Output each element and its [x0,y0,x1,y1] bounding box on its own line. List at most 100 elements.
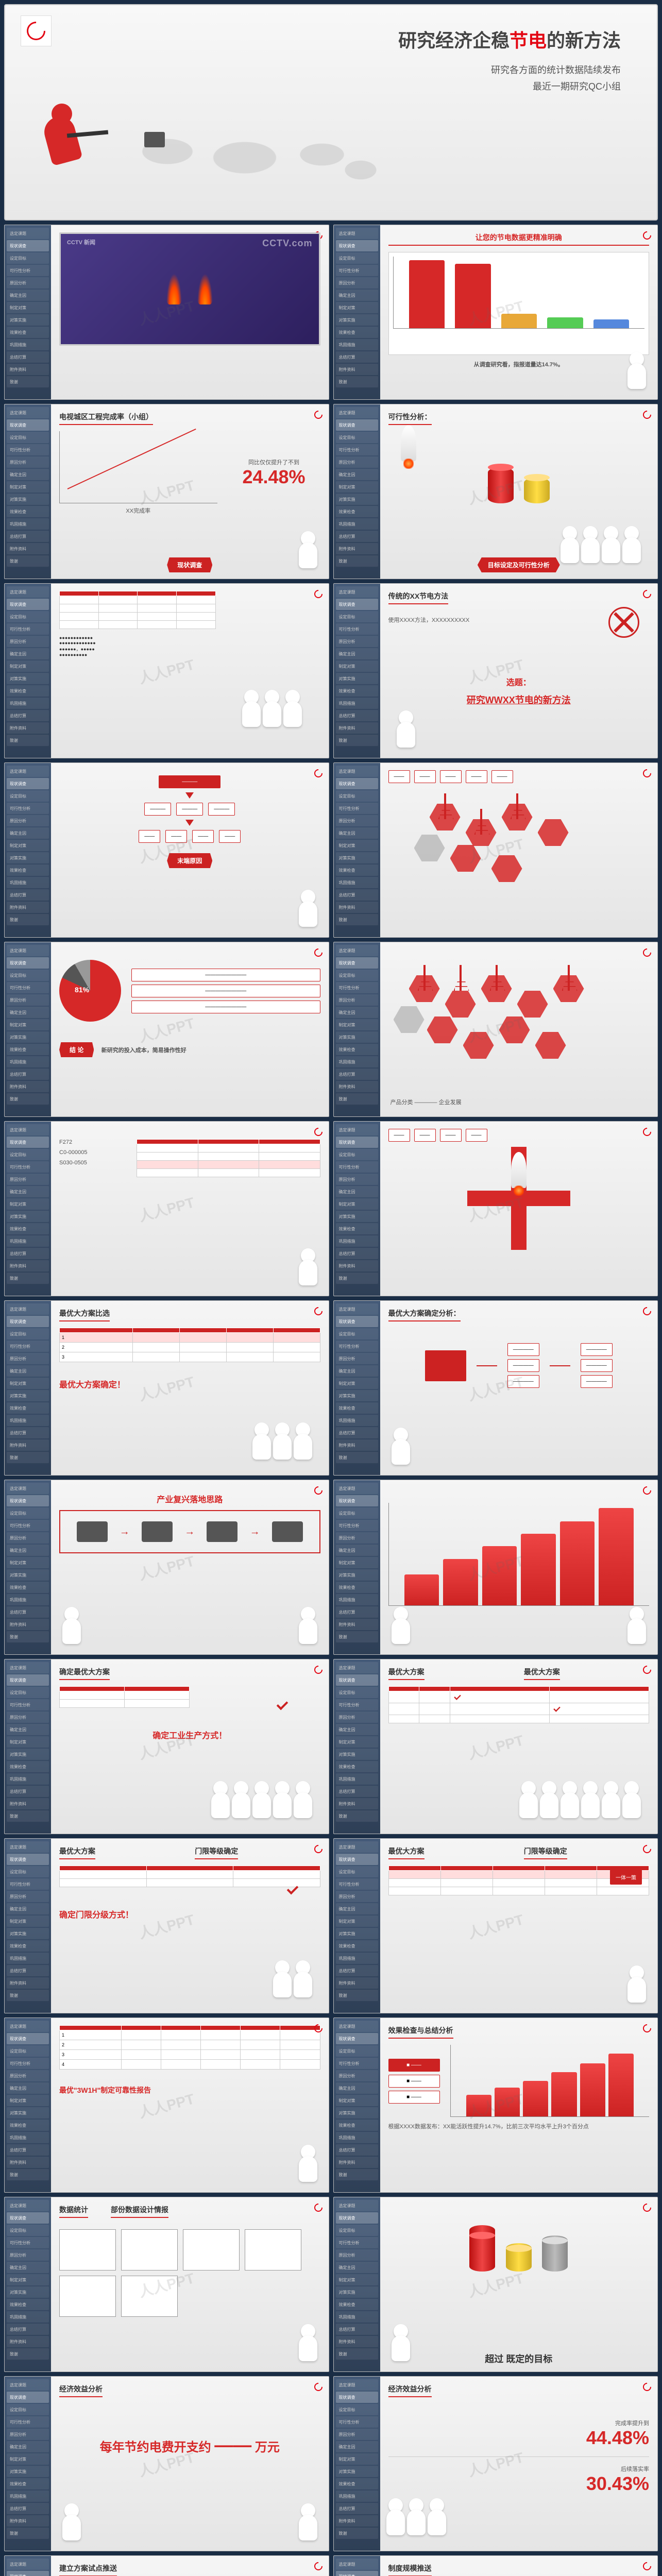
sidebar-item[interactable]: 制定对策 [7,660,49,672]
sidebar-item[interactable]: 巩固措施 [336,1594,378,1605]
sidebar-item[interactable]: 可行性分析 [7,265,49,276]
sidebar-item[interactable]: 确定主因 [336,1545,378,1556]
sidebar-item[interactable]: 确定主因 [336,1365,378,1377]
sidebar-item[interactable]: 效果检查 [336,1223,378,1234]
sidebar-item[interactable]: 总结打算 [336,1786,378,1797]
sidebar-item[interactable]: 致谢 [336,2528,378,2539]
sidebar-item[interactable]: 选定课题 [336,766,378,777]
sidebar-item[interactable]: 附件资料 [7,1798,49,1809]
sidebar-item[interactable]: 致谢 [336,555,378,567]
sidebar-item[interactable]: 制定对策 [336,481,378,493]
sidebar-item[interactable]: 确定主因 [336,2082,378,2094]
sidebar-item[interactable]: 设定目标 [336,2225,378,2236]
sidebar-item[interactable]: 制定对策 [7,2453,49,2465]
sidebar-item[interactable]: 可行性分析 [7,1341,49,1352]
sidebar-item[interactable]: 现状调查 [336,419,378,431]
sidebar-item[interactable]: 制定对策 [336,2453,378,2465]
sidebar-item[interactable]: 对策实施 [7,2466,49,2477]
sidebar-item[interactable]: 效果检查 [336,1761,378,1772]
sidebar-item[interactable]: 现状调查 [336,599,378,610]
sidebar-item[interactable]: 确定主因 [7,1724,49,1735]
sidebar-item[interactable]: 效果检查 [7,327,49,338]
sidebar-item[interactable]: 原因分析 [7,456,49,468]
sidebar-item[interactable]: 致谢 [7,2528,49,2539]
sidebar-item[interactable]: 附件资料 [336,543,378,554]
sidebar-item[interactable]: 巩固措施 [7,1594,49,1605]
sidebar-item[interactable]: 确定主因 [7,2441,49,2452]
sidebar-item[interactable]: 可行性分析 [7,444,49,455]
sidebar-item[interactable]: 确定主因 [7,1545,49,1556]
sidebar-item[interactable]: 制定对策 [336,1378,378,1389]
sidebar-item[interactable]: 选定课题 [7,1662,49,1673]
sidebar-item[interactable]: 可行性分析 [336,1699,378,1710]
sidebar-item[interactable]: 效果检查 [336,1402,378,1414]
sidebar-item[interactable]: 选定课题 [336,1124,378,1136]
sidebar-item[interactable]: 总结打算 [336,710,378,721]
sidebar-item[interactable]: 现状调查 [336,2571,378,2576]
sidebar-item[interactable]: 原因分析 [7,2070,49,2081]
sidebar-item[interactable]: 制定对策 [7,302,49,313]
sidebar-item[interactable]: 制定对策 [336,2274,378,2285]
sidebar-item[interactable]: 设定目标 [336,790,378,802]
sidebar-item[interactable]: 总结打算 [336,2144,378,2156]
sidebar-item[interactable]: 原因分析 [336,1353,378,1364]
sidebar-item[interactable]: 可行性分析 [7,803,49,814]
sidebar-item[interactable]: 确定主因 [7,648,49,659]
sidebar-item[interactable]: 致谢 [336,1273,378,1284]
sidebar-item[interactable]: 附件资料 [336,902,378,913]
sidebar-item[interactable]: 总结打算 [336,1965,378,1976]
sidebar-item[interactable]: 总结打算 [7,1786,49,1797]
sidebar-item[interactable]: 选定课题 [7,586,49,598]
sidebar-item[interactable]: 选定课题 [336,1303,378,1315]
sidebar-item[interactable]: 原因分析 [336,2429,378,2440]
sidebar-item[interactable]: 选定课题 [7,2021,49,2032]
sidebar-item[interactable]: 现状调查 [336,778,378,789]
sidebar-item[interactable]: 选定课题 [7,2558,49,2570]
sidebar-item[interactable]: 设定目标 [336,1866,378,1877]
sidebar-item[interactable]: 总结打算 [336,531,378,542]
sidebar-item[interactable]: 巩固措施 [7,1235,49,1247]
sidebar-item[interactable]: 巩固措施 [7,877,49,888]
sidebar-item[interactable]: 现状调查 [7,1495,49,1506]
sidebar-item[interactable]: 确定主因 [336,1724,378,1735]
sidebar-item[interactable]: 附件资料 [7,2157,49,2168]
sidebar-item[interactable]: 设定目标 [7,1149,49,1160]
sidebar-item[interactable]: 效果检查 [336,2299,378,2310]
sidebar-item[interactable]: 选定课题 [336,586,378,598]
sidebar-item[interactable]: 效果检查 [7,2478,49,2489]
sidebar-item[interactable]: 现状调查 [7,1674,49,1686]
sidebar-item[interactable]: 对策实施 [7,494,49,505]
sidebar-item[interactable]: 制定对策 [7,2274,49,2285]
sidebar-item[interactable]: 巩固措施 [7,1953,49,1964]
sidebar-item[interactable]: 效果检查 [7,1761,49,1772]
sidebar-item[interactable]: 确定主因 [336,1186,378,1197]
sidebar-item[interactable]: 制定对策 [7,1019,49,1030]
sidebar-item[interactable]: 可行性分析 [336,803,378,814]
sidebar-item[interactable]: 附件资料 [336,1977,378,1989]
sidebar-item[interactable]: 对策实施 [336,2107,378,2119]
sidebar-item[interactable]: 设定目标 [336,432,378,443]
sidebar-item[interactable]: 现状调查 [336,1495,378,1506]
sidebar-item[interactable]: 总结打算 [7,531,49,542]
sidebar-item[interactable]: 总结打算 [336,2503,378,2514]
sidebar-item[interactable]: 设定目标 [7,1328,49,1340]
sidebar-item[interactable]: 对策实施 [336,1749,378,1760]
sidebar-item[interactable]: 现状调查 [336,2033,378,2044]
sidebar-item[interactable]: 选定课题 [7,1841,49,1853]
sidebar-item[interactable]: 附件资料 [7,543,49,554]
sidebar-item[interactable]: 效果检查 [336,1044,378,1055]
sidebar-item[interactable]: 对策实施 [7,852,49,863]
sidebar-item[interactable]: 对策实施 [7,673,49,684]
sidebar-item[interactable]: 对策实施 [7,1928,49,1939]
sidebar-item[interactable]: 附件资料 [336,1798,378,1809]
sidebar-item[interactable]: 总结打算 [7,1606,49,1618]
sidebar-item[interactable]: 原因分析 [7,277,49,289]
sidebar-item[interactable]: 附件资料 [7,902,49,913]
sidebar-item[interactable]: 原因分析 [7,1532,49,1544]
sidebar-item[interactable]: 可行性分析 [7,1878,49,1890]
sidebar-item[interactable]: 效果检查 [7,2299,49,2310]
sidebar-item[interactable]: 巩固措施 [7,2311,49,2323]
sidebar-item[interactable]: 制定对策 [336,2095,378,2106]
sidebar-item[interactable]: 现状调查 [336,1674,378,1686]
sidebar-item[interactable]: 选定课题 [7,407,49,418]
